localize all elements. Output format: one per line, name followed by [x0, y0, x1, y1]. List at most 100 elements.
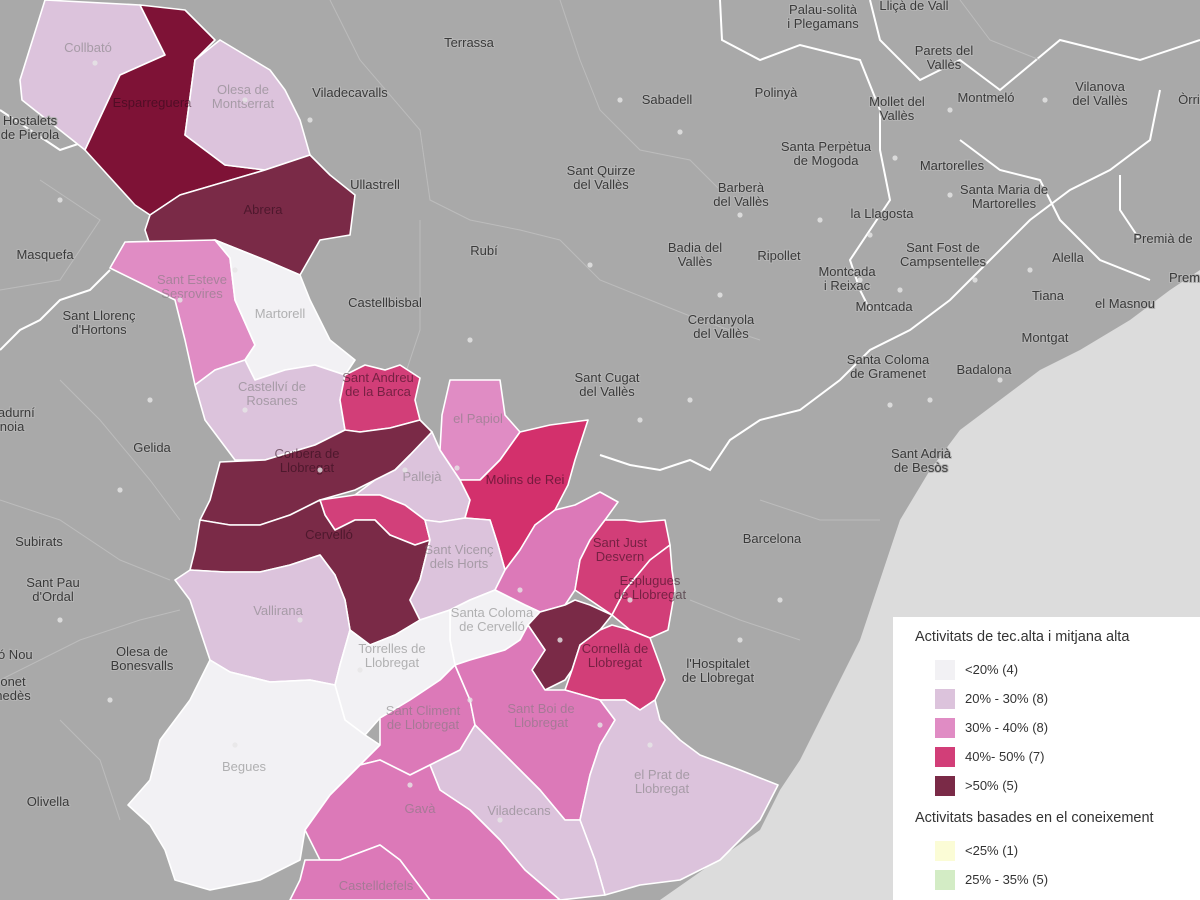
municipality-label-begues: Begues [222, 759, 267, 774]
legend-item-k2[interactable]: 25% - 35% (5) [915, 865, 1200, 894]
place-dot [777, 597, 783, 603]
place-dot [557, 637, 563, 643]
place-label-hostalets: Hostalets de Pierola [1, 113, 60, 142]
place-label-ripollet: Ripollet [757, 248, 801, 263]
place-dot [587, 262, 593, 268]
legend-swatch [935, 775, 955, 796]
municipality-label-esplugues: Esplugues de Llobregat [614, 573, 687, 602]
municipality-label-sant-vicenc: Sant Vicenç dels Horts [424, 542, 494, 571]
municipality-el-prat[interactable] [579, 699, 779, 896]
place-dot [687, 397, 693, 403]
place-dot [107, 697, 113, 703]
place-dot [307, 117, 313, 123]
place-dot [242, 97, 248, 103]
place-dot [972, 277, 978, 283]
place-label-pinyo: inyó Nou [0, 647, 33, 662]
municipality-gava[interactable] [304, 759, 561, 900]
municipality-castelldefels[interactable] [289, 844, 431, 900]
place-dot [637, 417, 643, 423]
municipality-begues[interactable] [127, 659, 381, 891]
legend-item-4[interactable]: 40%- 50% (7) [915, 742, 1200, 771]
municipality-label-torrelles: Torrelles de Llobregat [358, 641, 425, 670]
legend-title-tech: Activitats de tec.alta i mitjana alta [915, 629, 1130, 645]
municipality-label-collbato: Collbató [64, 40, 112, 55]
legend-item-1[interactable]: <20% (4) [915, 655, 1200, 684]
legend-swatch [935, 746, 955, 767]
place-label-hospitalet: l'Hospitalet de Llobregat [682, 656, 755, 685]
municipality-label-sant-andreu: Sant Andreu de la Barca [342, 370, 414, 399]
legend-item-5[interactable]: >50% (5) [915, 771, 1200, 800]
legend-item-3[interactable]: 30% - 40% (8) [915, 713, 1200, 742]
place-dot [57, 197, 63, 203]
place-label-sant-quirze: Sant Quirze del Vallès [567, 163, 636, 192]
place-label-santa-perpetua: Santa Perpètua de Mogoda [781, 139, 872, 168]
municipality-label-vallirana: Vallirana [253, 603, 303, 618]
municipality-label-el-papiol: el Papiol [453, 411, 503, 426]
place-dot [737, 637, 743, 643]
legend-swatch [935, 840, 955, 861]
municipalities-layer [19, 0, 779, 900]
place-dot [517, 587, 523, 593]
municipality-label-abrera: Abrera [243, 202, 283, 217]
place-dot [887, 402, 893, 408]
centroid-dots-layer [57, 60, 1048, 823]
municipality-label-esparreguera: Esparreguera [113, 95, 193, 110]
place-label-martorelles: Martorelles [920, 158, 985, 173]
place-label-sadurni: Sadurnínoia [0, 405, 35, 434]
place-label-badalona: Badalona [957, 362, 1013, 377]
place-dot [927, 397, 933, 403]
municipality-label-sant-just: Sant Just Desvern [593, 535, 648, 564]
place-dot [232, 267, 238, 273]
place-dot [177, 297, 183, 303]
municipality-olesa[interactable] [184, 39, 311, 171]
place-label-montcada: Montcada i Reixac [818, 264, 876, 293]
legend-label: >50% (5) [965, 778, 1019, 793]
place-dot [232, 742, 238, 748]
place-label-badia: Badia del Vallès [668, 240, 722, 269]
place-label-barbera: Barberà del Vallès [713, 180, 769, 209]
place-dot [867, 232, 873, 238]
municipality-label-castelldefels: Castelldefels [339, 878, 414, 893]
place-label-tiana: Tiana [1032, 288, 1065, 303]
municipality-esplugues[interactable] [611, 544, 676, 639]
place-label-cerdanyola: Cerdanyola del Vallès [688, 312, 755, 341]
municipality-label-corbera: Corbera de Llobregat [274, 446, 339, 475]
municipality-label-pallejà: Pallejà [402, 469, 442, 484]
municipality-label-cornella: Cornellà de Llobregat [582, 641, 649, 670]
place-dot [467, 697, 473, 703]
place-label-viladecavalls: Viladecavalls [312, 85, 388, 100]
legend-label: 25% - 35% (5) [965, 872, 1049, 887]
place-label-penedes: onetnedès [0, 674, 31, 703]
legend-swatch [935, 659, 955, 680]
place-dot [402, 467, 408, 473]
municipality-label-sant-boi: Sant Boi de Llobregat [507, 701, 574, 730]
place-dot [597, 722, 603, 728]
municipality-label-sant-esteve: Sant Esteve Sesrovires [157, 272, 227, 301]
place-label-montgat: Montgat [1022, 330, 1069, 345]
place-label-llagosta: la Llagosta [851, 206, 915, 221]
place-dot [817, 217, 823, 223]
legend-swatch [935, 688, 955, 709]
place-label-sant-cugat: Sant Cugat del Vallès [574, 370, 639, 399]
place-dot [357, 667, 363, 673]
place-label-masquefa: Masquefa [16, 247, 74, 262]
place-label-sant-adria: Sant Adrià de Besòs [891, 446, 952, 475]
place-label-premia2: Premi [1169, 270, 1200, 285]
place-dot [92, 60, 98, 66]
place-label-santa-maria: Santa Maria de Martorelles [960, 182, 1048, 211]
place-label-mollet: Mollet del Vallès [869, 94, 925, 123]
legend-item-k1[interactable]: <25% (1) [915, 836, 1200, 865]
place-label-sant-fost: Sant Fost de Campsentelles [900, 240, 986, 269]
municipality-label-castellvi: Castellví de Rosanes [238, 379, 306, 408]
place-label-rubi: Rubí [470, 243, 498, 258]
place-label-castellbisbal: Castellbisbal [348, 295, 422, 310]
municipality-sant-andreu[interactable] [339, 364, 421, 433]
place-dot [892, 155, 898, 161]
place-label-orri: Òrri [1178, 92, 1200, 107]
place-label-alella: Alella [1052, 250, 1085, 265]
legend-label: <20% (4) [965, 662, 1019, 677]
place-dot [947, 192, 953, 198]
legend-title-knowledge: Activitats basades en el coneixement [915, 810, 1154, 826]
legend-item-2[interactable]: 20% - 30% (8) [915, 684, 1200, 713]
